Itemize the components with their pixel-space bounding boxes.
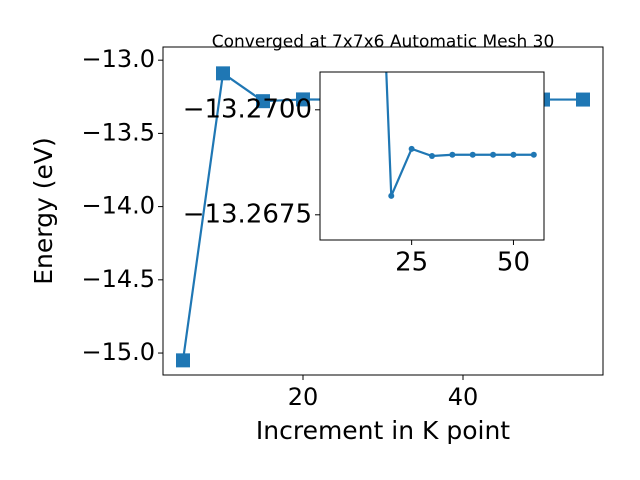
- axes-frame: [162, 46, 604, 376]
- plot-area: [385, 72, 537, 199]
- y-tick-label: −13.0: [81, 45, 155, 73]
- y-tick-label: −14.0: [81, 192, 155, 220]
- marker: [429, 153, 435, 159]
- marker: [490, 151, 497, 158]
- y-tick-label: −13.2675: [183, 199, 312, 229]
- marker: [176, 353, 190, 368]
- x-tick-label: 50: [497, 248, 530, 278]
- marker: [530, 151, 537, 158]
- chart-title: Converged at 7x7x6 Automatic Mesh 30: [212, 32, 555, 52]
- x-axis-label: Increment in K point: [256, 416, 510, 445]
- y-axis-label: Energy (eV): [29, 137, 58, 284]
- y-tick-label: −13.5: [81, 118, 155, 146]
- y-tick-label: −14.5: [81, 265, 155, 293]
- axes-frame: [319, 71, 545, 241]
- x-tick-label: 25: [395, 248, 428, 278]
- x-tick-label: 40: [448, 383, 479, 411]
- marker: [469, 151, 476, 158]
- marker: [256, 94, 270, 109]
- y-tick-label: −13.2700: [183, 94, 312, 124]
- marker: [449, 151, 456, 158]
- marker: [216, 66, 230, 81]
- marker: [408, 145, 415, 152]
- x-tick-label: 20: [288, 383, 319, 411]
- marker: [510, 151, 517, 158]
- marker: [296, 92, 310, 107]
- y-tick-label: −15.0: [81, 338, 155, 366]
- marker: [576, 92, 590, 107]
- marker: [388, 192, 395, 199]
